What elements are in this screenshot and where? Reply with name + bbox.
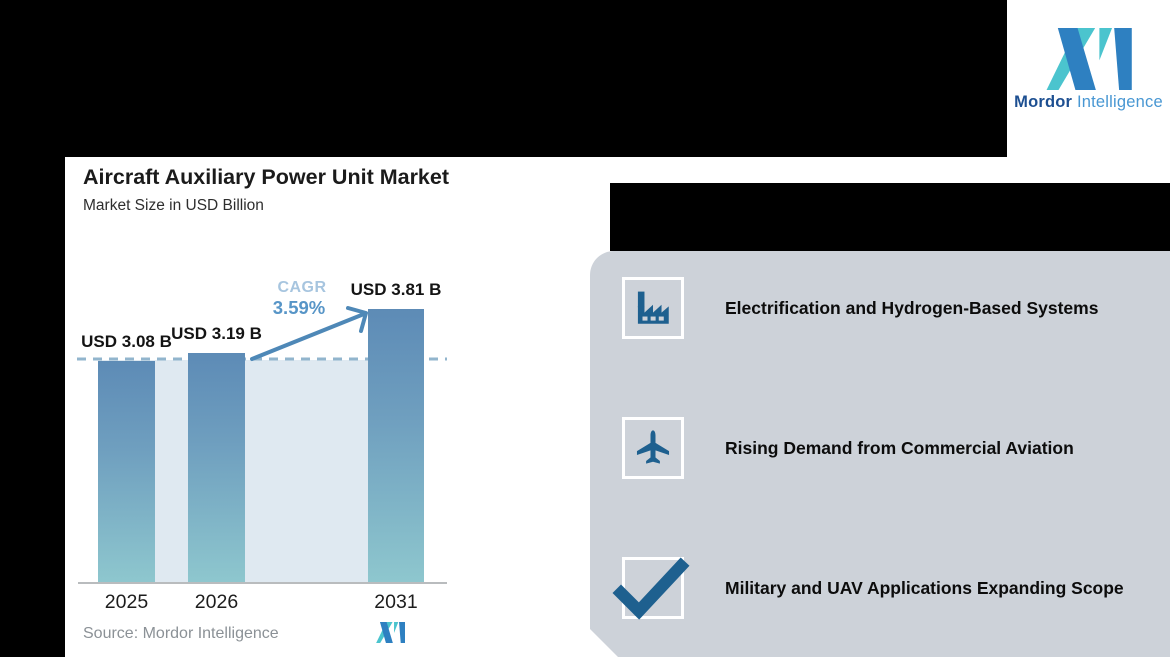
left-black-column — [0, 157, 65, 657]
cagr-value: 3.59% — [272, 297, 326, 318]
mordor-logo-small-icon — [376, 622, 406, 643]
icon-box — [622, 557, 684, 619]
bar-value-label: USD 3.19 B — [171, 324, 262, 343]
x-axis-label: 2025 — [104, 591, 149, 613]
brand-name-bold: Mordor — [1014, 93, 1073, 111]
top-banner — [0, 0, 1007, 157]
bar-2026 — [188, 353, 245, 583]
chart-title: Aircraft Auxiliary Power Unit Market — [83, 165, 450, 189]
chart-panel: Aircraft Auxiliary Power Unit Market Mar… — [65, 157, 465, 657]
x-axis-label: 2026 — [194, 591, 239, 613]
x-axis-line — [78, 582, 447, 584]
bar-value-label: USD 3.81 B — [350, 280, 442, 299]
brand-logo-text: Mordor Intelligence — [1007, 93, 1170, 112]
airplane-icon — [634, 426, 672, 470]
cagr-label: CAGR — [277, 279, 327, 296]
highlight-label: Rising Demand from Commercial Aviation — [725, 437, 1074, 458]
x-axis-label: 2031 — [374, 591, 418, 613]
brand-name-light: Intelligence — [1076, 93, 1163, 111]
icon-box — [622, 277, 684, 339]
highlight-label: Military and UAV Applications Expanding … — [725, 577, 1124, 598]
highlight-item-electrification: Electrification and Hydrogen-Based Syste… — [622, 277, 1098, 339]
mordor-intelligence-logo-icon — [1046, 28, 1132, 90]
right-black-band — [610, 183, 1170, 251]
cagr-arrow-icon — [250, 306, 368, 361]
highlight-label: Electrification and Hydrogen-Based Syste… — [725, 297, 1099, 318]
chart-subtitle: Market Size in USD Billion — [83, 197, 264, 214]
bar-2025 — [98, 361, 155, 583]
highlights-panel: Electrification and Hydrogen-Based Syste… — [590, 251, 1170, 657]
brand-logo-area: Mordor Intelligence — [1007, 0, 1170, 157]
source-label: Source: Mordor Intelligence — [83, 625, 279, 642]
highlight-item-military-uav: Military and UAV Applications Expanding … — [622, 557, 1124, 619]
bar-2031 — [368, 309, 424, 583]
icon-box — [622, 417, 684, 479]
factory-icon — [632, 287, 674, 329]
checkmark-icon — [615, 559, 687, 619]
bar-value-label: USD 3.08 B — [81, 332, 172, 351]
highlight-item-commercial-aviation: Rising Demand from Commercial Aviation — [622, 417, 1074, 479]
